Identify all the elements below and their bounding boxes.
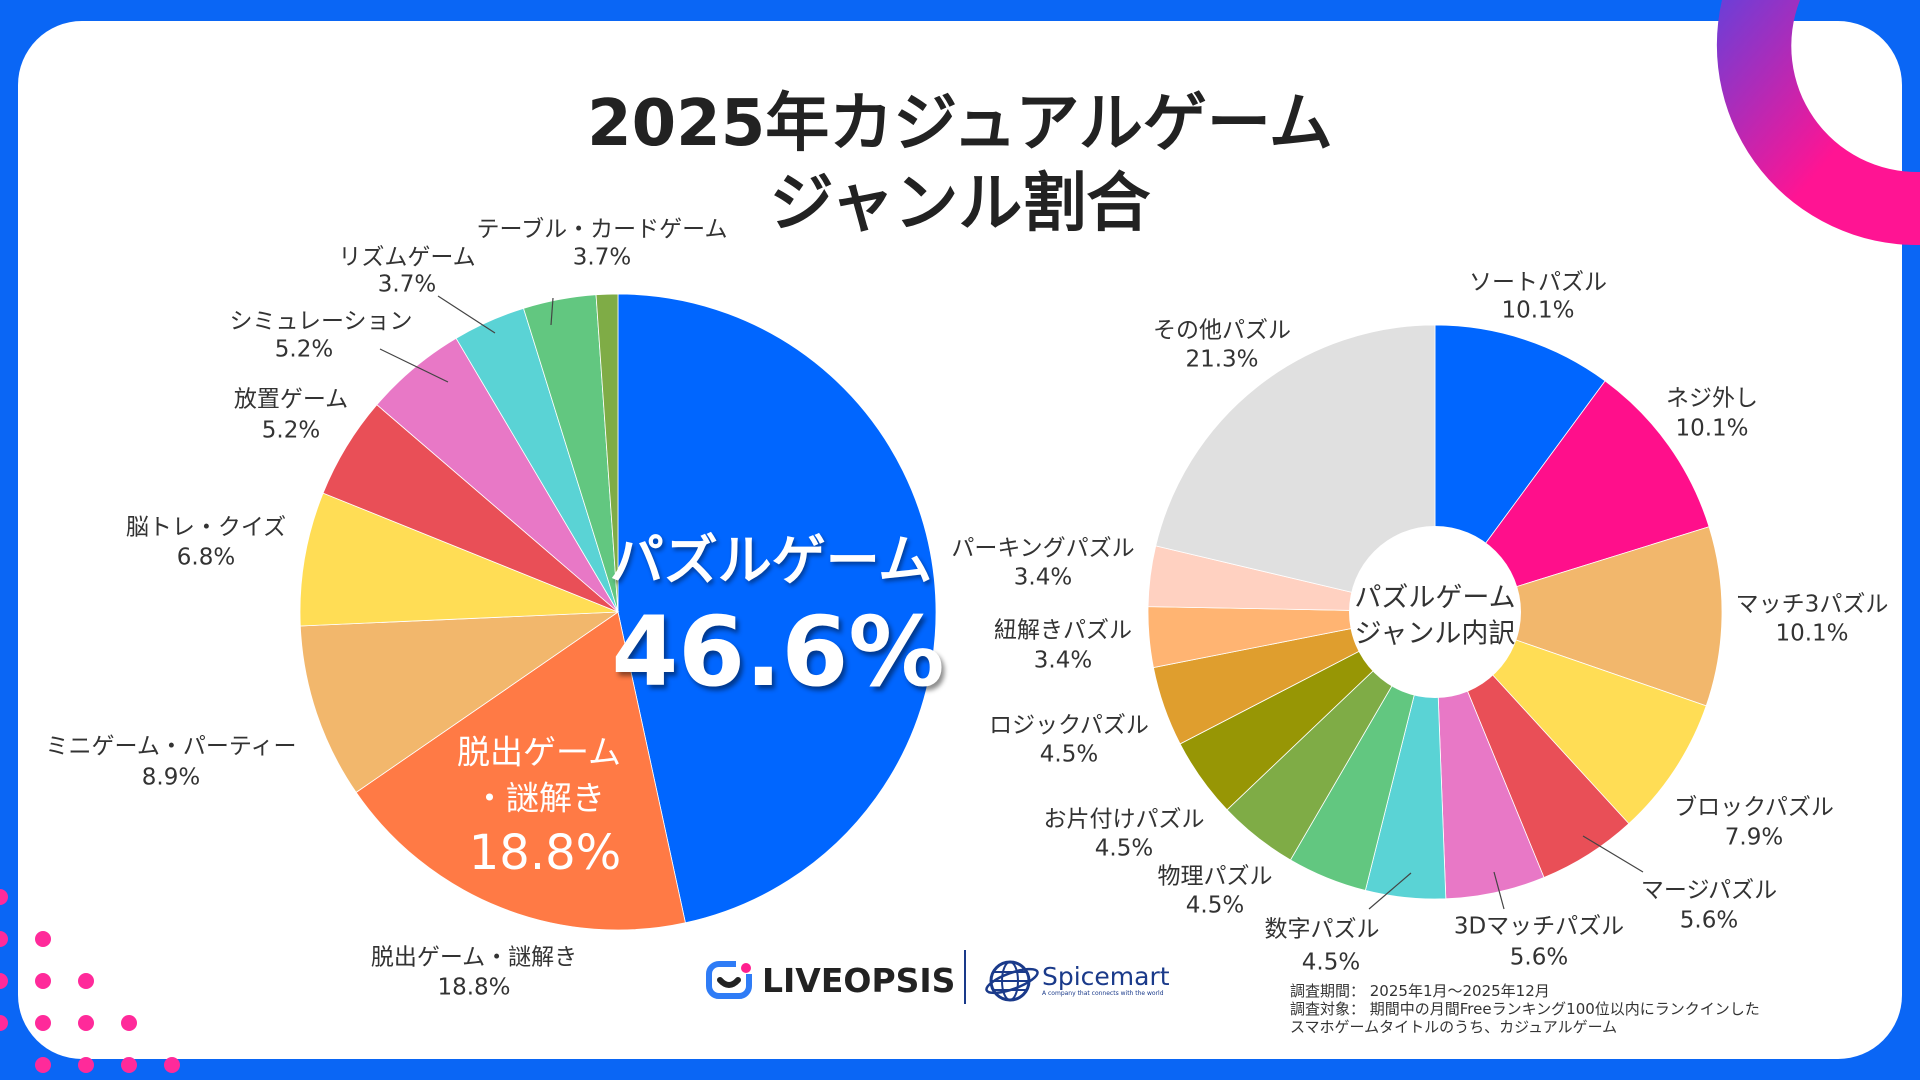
label-logic: ロジックパズル <box>989 712 1149 739</box>
survey-note: 調査期間： 2025年1月～2025年12月 調査対象： 期間中の月間Freeラ… <box>1290 982 1760 1036</box>
pie-slice-脱出ゲーム・謎解き <box>355 611 686 931</box>
label-block: ブロックパズル <box>1674 794 1834 821</box>
label-number: 数字パズル <box>1264 916 1380 943</box>
logo-divider <box>964 950 966 1004</box>
pie-slice-その他パズル <box>1155 324 1436 613</box>
donut-center-line1: パズルゲーム <box>1354 582 1516 614</box>
value-table: 3.7% <box>572 244 632 271</box>
survey-target-cont: スマホゲームタイトルのうち、カジュアルゲーム <box>1290 1018 1618 1036</box>
spicemart-logo-text: Spicemart <box>1042 961 1170 991</box>
spicemart-logo: Spicemart A company that connects with t… <box>984 955 1170 1005</box>
pie-slice-パズルゲーム <box>617 293 937 924</box>
value-physics: 4.5% <box>1185 892 1245 919</box>
main-pie-chart <box>299 293 937 931</box>
leader-line-table <box>550 297 554 326</box>
leader-line-rhythm <box>437 295 496 334</box>
leader-lines <box>379 295 1644 910</box>
chart-title-line2: ジャンル割合 <box>769 167 1151 241</box>
pie-slice-ネジ外し <box>1433 380 1710 613</box>
survey-period: 調査期間： 2025年1月～2025年12月 <box>1290 982 1550 1000</box>
label-untangle: 紐解きパズル <box>994 617 1132 644</box>
pie-slice-ブロックパズル <box>1434 611 1707 825</box>
value-logic: 4.5% <box>1039 741 1099 768</box>
puzzle-donut-chart <box>1147 324 1723 900</box>
pie-slice-unlabeled-8 <box>595 293 619 613</box>
leader-line-merge <box>1582 835 1644 873</box>
label-table: テーブル・カードゲーム <box>476 216 728 243</box>
liveopsis-logo-icon <box>706 960 754 999</box>
survey-target: 調査対象： 期間中の月間Freeランキング100位以内にランクインした <box>1290 1000 1760 1018</box>
label-physics: 物理パズル <box>1157 863 1273 890</box>
value-block: 7.9% <box>1724 824 1784 851</box>
label-3dmatch: 3Dマッチパズル <box>1453 913 1625 940</box>
value-other: 21.3% <box>1185 346 1259 373</box>
liveopsis-logo: LIVEOPSIS <box>706 955 955 1005</box>
label-match3: マッチ3パズル <box>1735 591 1889 618</box>
label-merge: マージパズル <box>1640 877 1778 904</box>
pie-slice-マッチ3パズル <box>1433 526 1723 707</box>
leader-line-simulation <box>379 348 449 383</box>
label-idle: 放置ゲーム <box>233 386 349 413</box>
label-escape: 脱出ゲーム・謎解き <box>370 944 578 971</box>
value-merge: 5.6% <box>1679 907 1739 934</box>
globe-icon <box>985 960 1039 1002</box>
label-rhythm: リズムゲーム <box>338 244 476 271</box>
label-other: その他パズル <box>1153 317 1291 344</box>
pie-slice-脳トレ・クイズ <box>299 492 619 627</box>
value-minigame: 8.9% <box>141 764 201 791</box>
value-brain: 6.8% <box>176 544 236 571</box>
value-simulation: 5.2% <box>274 336 334 363</box>
label-tidy: お片付けパズル <box>1043 806 1205 833</box>
spicemart-tagline: A company that connects with the world <box>1042 990 1164 998</box>
slice-value-puzzle: 46.6% <box>611 596 945 708</box>
value-match3: 10.1% <box>1775 620 1849 647</box>
value-parking: 3.4% <box>1013 564 1073 591</box>
value-idle: 5.2% <box>261 417 321 444</box>
value-rhythm: 3.7% <box>377 271 437 298</box>
donut-hole <box>1349 526 1521 698</box>
value-sort: 10.1% <box>1501 297 1575 324</box>
label-simulation: シミュレーション <box>229 308 413 335</box>
label-minigame: ミニゲーム・パーティー <box>45 733 297 760</box>
chart-title-line1: 2025年カジュアルゲーム <box>587 87 1333 161</box>
label-sort: ソートパズル <box>1469 269 1607 296</box>
value-screw: 10.1% <box>1675 415 1749 442</box>
slice-label-escape-line2: ・謎解き <box>473 778 605 818</box>
slice-label-puzzle: パズルゲーム <box>609 529 933 592</box>
slice-value-escape: 18.8% <box>468 825 622 881</box>
leader-line-3dmatch <box>1493 871 1505 910</box>
value-tidy: 4.5% <box>1094 835 1154 862</box>
value-number: 4.5% <box>1301 949 1361 976</box>
slice-label-escape-line1: 脱出ゲーム <box>456 732 622 772</box>
donut-center-line2: ジャンル内訳 <box>1354 618 1516 650</box>
corner-arc-decoration <box>1716 0 1920 246</box>
label-brain: 脳トレ・クイズ <box>125 514 287 541</box>
label-screw: ネジ外し <box>1666 385 1758 412</box>
dot-pattern-decoration <box>0 889 180 1073</box>
pie-slice-ミニゲーム・パーティー <box>299 611 620 793</box>
leader-line-number <box>1368 872 1412 910</box>
liveopsis-logo-text: LIVEOPSIS <box>762 960 956 1000</box>
label-parking: パーキングパズル <box>951 535 1135 562</box>
value-3dmatch: 5.6% <box>1509 944 1569 971</box>
value-untangle: 3.4% <box>1033 647 1093 674</box>
value-escape: 18.8% <box>437 974 511 1001</box>
